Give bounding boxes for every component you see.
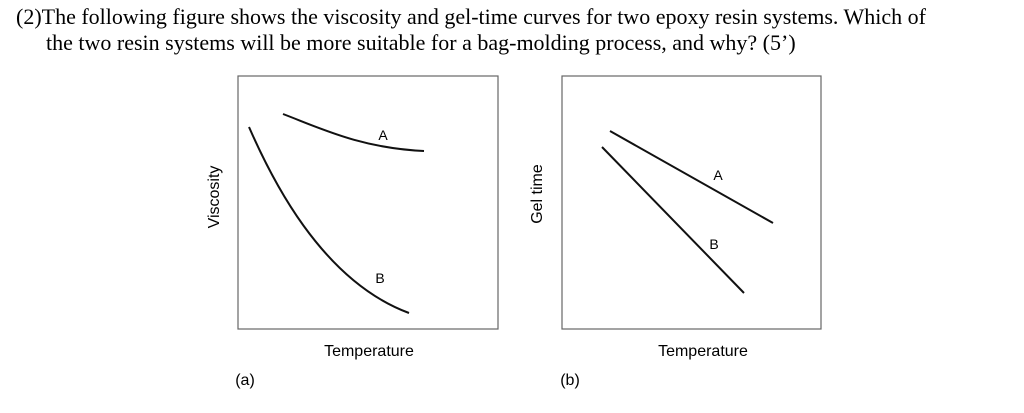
panel-a-frame [237,75,499,330]
panel-a-curve-a [282,113,425,152]
question-line-2: the two resin systems will be more suita… [46,30,796,55]
panel-b-line-a [609,130,774,224]
panel-b-frame [561,75,822,330]
panel-b-x-label: Temperature [658,343,748,360]
panel-a-label-b: B [375,270,384,286]
question-number: (2) [16,4,42,29]
panel-a-x-label: Temperature [324,343,414,360]
question-line-1: (2)The following figure shows the viscos… [16,4,926,30]
panel-b-caption: (b) [560,372,580,389]
panel-a-caption: (a) [235,372,255,389]
panel-b-label-a: A [713,167,723,183]
panel-b-line-b [601,146,745,294]
panel-b-label-b: B [709,236,718,252]
panel-a-curve-b [248,126,410,314]
panel-a-y-label: Viscosity [206,166,223,229]
question-line1-text: The following figure shows the viscosity… [41,4,926,29]
panel-b-y-label: Gel time [529,164,546,224]
panel-a: A B Temperature Viscosity (a) [206,75,499,389]
panel-b: A B Temperature Gel time (b) [529,75,822,389]
panel-a-label-a: A [378,127,388,143]
